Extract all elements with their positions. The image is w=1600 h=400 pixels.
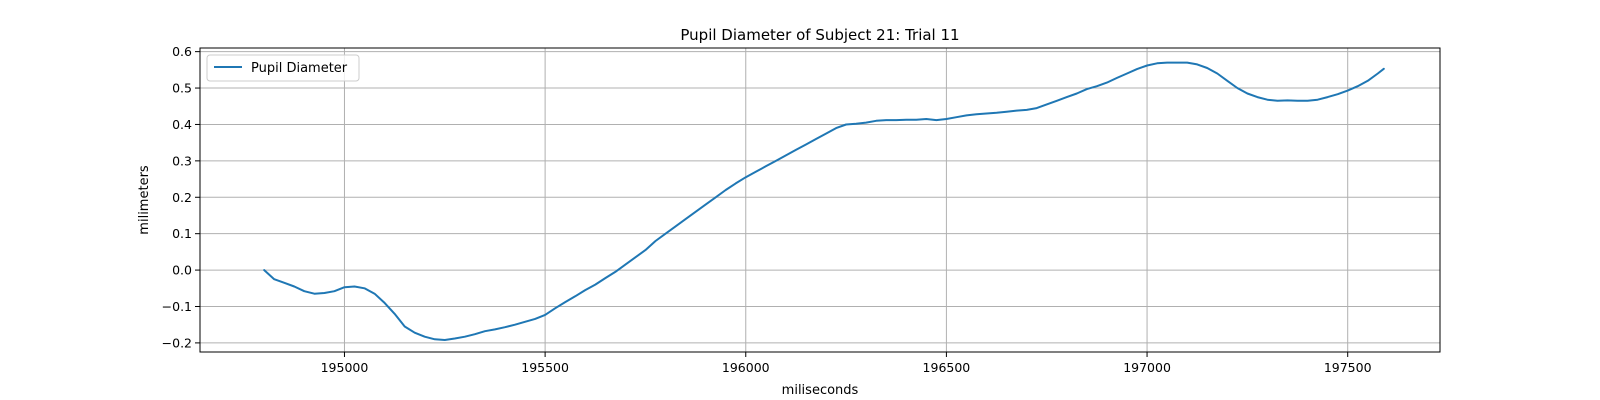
y-tick-label: −0.1 xyxy=(162,299,192,314)
y-tick-label: 0.5 xyxy=(172,81,192,96)
legend-box xyxy=(206,54,360,82)
x-tick-label: 196500 xyxy=(923,360,971,375)
x-tick-label: 197000 xyxy=(1123,360,1171,375)
x-tick-label: 196000 xyxy=(722,360,770,375)
chart-title: Pupil Diameter of Subject 21: Trial 11 xyxy=(680,26,959,44)
x-axis-label: miliseconds xyxy=(782,383,859,398)
pupil-diameter-line xyxy=(263,61,1385,341)
y-tick-label: 0.4 xyxy=(172,117,192,132)
x-tick-label: 195500 xyxy=(521,360,569,375)
y-tick-label: 0.0 xyxy=(172,263,192,278)
grid xyxy=(200,48,1440,352)
legend: Pupil Diameter xyxy=(206,54,360,82)
legend-label: Pupil Diameter xyxy=(251,61,348,76)
y-tick-label: 0.3 xyxy=(172,153,192,168)
series-layer xyxy=(263,61,1385,341)
y-axis-label: milimeters xyxy=(137,165,152,235)
y-tick-label: 0.6 xyxy=(172,44,192,59)
plot-area-frame xyxy=(199,47,1441,353)
y-tick-label: −0.2 xyxy=(162,335,192,350)
x-tick-label: 195000 xyxy=(321,360,369,375)
y-tick-label: 0.1 xyxy=(172,226,192,241)
y-tick-label: 0.2 xyxy=(172,190,192,205)
x-tick-label: 197500 xyxy=(1324,360,1372,375)
axis-ticks: 195000 195500 196000 196500 197000 197500 −0.2… xyxy=(162,44,1372,375)
